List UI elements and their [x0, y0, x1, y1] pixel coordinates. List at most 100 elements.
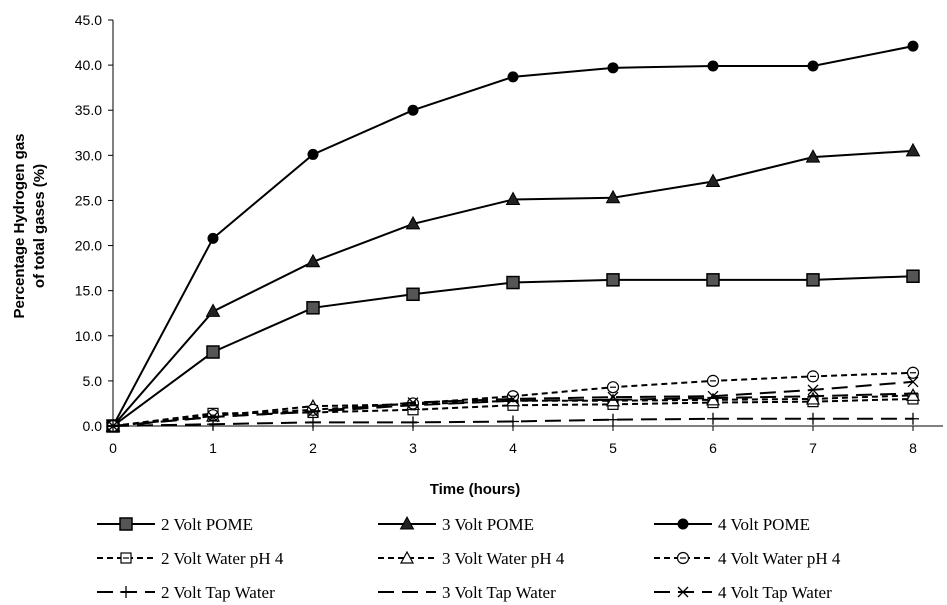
y-tick-label: 30.0 — [75, 147, 102, 163]
legend-label: 3 Volt Tap Water — [442, 583, 556, 602]
y-tick-label: 40.0 — [75, 57, 102, 73]
legend-swatch-marker — [677, 586, 689, 598]
data-point-3-volt-pome — [705, 173, 721, 187]
x-tick-label: 0 — [109, 440, 117, 456]
legend-label: 2 Volt POME — [161, 515, 253, 534]
legend-swatch-marker — [399, 550, 415, 564]
data-point-4-volt-pome — [707, 60, 719, 72]
legend-label: 3 Volt POME — [442, 515, 534, 534]
data-point-4-volt-tap-water-b — [907, 376, 919, 388]
x-tick-label: 4 — [509, 440, 517, 456]
data-point-2-volt-tap-water — [507, 415, 519, 428]
data-point-4-volt-tap-water-b — [307, 406, 319, 418]
x-tick-label: 8 — [909, 440, 917, 456]
y-axis-title-line-1: Percentage Hydrogen gas — [11, 133, 28, 318]
data-point-2-volt-pome — [706, 273, 720, 287]
data-point-2-volt-pome — [806, 273, 820, 287]
y-tick-label: 0.0 — [83, 418, 103, 434]
data-point-4-volt-water-ph-4 — [806, 370, 820, 383]
data-point-3-volt-pome — [405, 215, 421, 230]
legend-item-2-volt-tap-water: 2 Volt Tap Water — [97, 583, 275, 602]
data-point-4-volt-tap-water — [707, 390, 719, 402]
legend-label: 2 Volt Tap Water — [161, 583, 275, 602]
y-tick-label: 25.0 — [75, 192, 102, 208]
series-group — [105, 40, 921, 433]
legend-swatch-marker — [399, 515, 415, 530]
legend-swatch-marker-b — [677, 586, 689, 598]
series-4-volt-pome — [107, 40, 919, 432]
series-line-2-volt-tap-water — [112, 417, 913, 427]
data-point-4-volt-tap-water — [107, 420, 119, 432]
legend: 2 Volt POME 3 Volt POME 4 Volt POME 2 Volt … — [97, 515, 841, 602]
data-point-2-volt-pome — [506, 275, 520, 290]
data-point-3-volt-pome — [505, 191, 521, 206]
series-4-volt-tap-water — [107, 376, 919, 432]
data-point-2-volt-pome — [906, 269, 920, 283]
data-point-4-volt-tap-water-b — [507, 393, 519, 405]
y-tick-label: 35.0 — [75, 102, 102, 118]
data-point-2-volt-tap-water — [907, 412, 919, 425]
data-point-4-volt-pome — [607, 62, 619, 74]
series-2-volt-tap-water — [107, 412, 919, 432]
data-point-4-volt-tap-water — [807, 384, 819, 396]
data-point-2-volt-pome — [406, 287, 420, 302]
data-point-2-volt-tap-water — [707, 412, 719, 425]
data-point-3-volt-pome — [805, 149, 821, 163]
data-point-4-volt-tap-water-b — [407, 397, 419, 409]
legend-label: 2 Volt Water pH 4 — [161, 549, 284, 568]
data-point-2-volt-tap-water — [207, 418, 219, 431]
data-point-3-volt-water-ph-4 — [805, 391, 821, 405]
x-tick-label: 3 — [409, 440, 417, 456]
axes — [112, 20, 943, 427]
x-axis-title: Time (hours) — [430, 481, 521, 498]
data-point-4-volt-water-ph-4 — [306, 403, 320, 416]
legend-item-3-volt-tap-water: 3 Volt Tap Water — [378, 583, 556, 602]
legend-label: 4 Volt POME — [718, 515, 810, 534]
x-tick-label: 1 — [209, 440, 217, 456]
legend-swatch-marker — [677, 518, 689, 530]
data-point-3-volt-pome — [605, 189, 621, 204]
x-tick-label: 2 — [309, 440, 317, 456]
data-point-4-volt-pome — [507, 71, 519, 83]
data-point-4-volt-tap-water — [907, 376, 919, 388]
x-tick-label: 7 — [809, 440, 817, 456]
y-tick-label: 20.0 — [75, 238, 102, 254]
data-point-2-volt-tap-water — [307, 416, 319, 429]
y-tick-label: 45.0 — [75, 12, 102, 28]
data-point-2-volt-tap-water — [607, 413, 619, 426]
legend-label: 3 Volt Water pH 4 — [442, 549, 565, 568]
x-tick-label: 5 — [609, 440, 617, 456]
data-point-2-volt-tap-water — [407, 416, 419, 429]
data-point-4-volt-tap-water-b — [607, 391, 619, 403]
data-point-4-volt-tap-water — [307, 406, 319, 418]
legend-swatch-marker — [120, 586, 132, 598]
data-point-4-volt-water-ph-4 — [706, 374, 720, 387]
data-point-3-volt-pome — [305, 253, 321, 268]
data-point-4-volt-tap-water-b — [107, 420, 119, 432]
data-point-4-volt-pome — [807, 60, 819, 72]
data-point-4-volt-tap-water — [607, 391, 619, 403]
data-point-2-volt-pome — [306, 301, 320, 315]
data-point-4-volt-water-ph-4 — [606, 381, 620, 394]
data-point-4-volt-tap-water — [207, 411, 219, 423]
series-line-4-volt-pome — [112, 45, 914, 427]
data-point-3-volt-pome — [905, 142, 921, 157]
y-tick-label: 10.0 — [75, 328, 102, 344]
data-point-2-volt-tap-water — [807, 412, 819, 425]
y-axis-ticks: 0.0 5.0 10.0 15.0 20.0 25.0 30.0 35.0 40.0 45.0 — [75, 12, 113, 434]
y-axis-title-line-2: of total gases (%) — [31, 164, 48, 288]
data-point-4-volt-pome — [407, 104, 419, 116]
data-point-4-volt-pome — [907, 40, 919, 52]
legend-item-4-volt-water-ph-4: 4 Volt Water pH 4 — [654, 549, 841, 568]
legend-item-3-volt-pome: 3 Volt POME — [378, 515, 534, 534]
legend-item-4-volt-tap-water: 4 Volt Tap Water — [654, 583, 832, 602]
legend-item-3-volt-water-ph-4: 3 Volt Water pH 4 — [378, 549, 565, 568]
data-point-4-volt-tap-water — [507, 393, 519, 405]
data-point-4-volt-pome — [207, 232, 219, 244]
x-axis-ticks: 0 1 2 3 4 5 6 7 8 — [109, 426, 917, 456]
data-point-3-volt-water-ph-4 — [905, 388, 921, 401]
data-point-2-volt-pome — [206, 345, 220, 359]
data-point-4-volt-tap-water — [407, 397, 419, 409]
data-point-2-volt-pome — [606, 273, 620, 287]
